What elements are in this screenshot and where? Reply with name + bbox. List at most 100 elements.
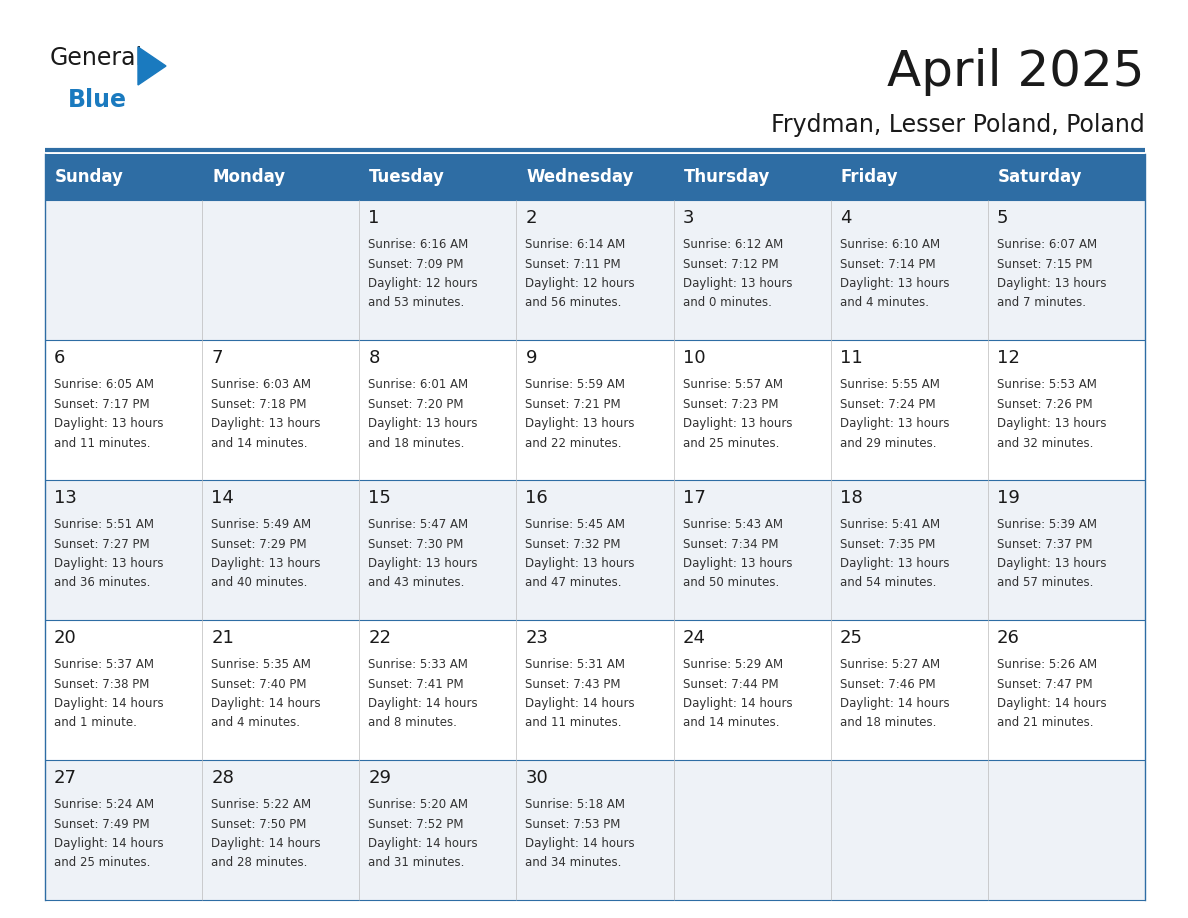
Text: Friday: Friday xyxy=(841,168,898,186)
Bar xyxy=(830,154,988,200)
Text: and 18 minutes.: and 18 minutes. xyxy=(368,436,465,450)
Text: Sunrise: 5:29 AM: Sunrise: 5:29 AM xyxy=(683,658,783,671)
Text: Sunrise: 5:37 AM: Sunrise: 5:37 AM xyxy=(53,658,154,671)
Text: Sunset: 7:32 PM: Sunset: 7:32 PM xyxy=(525,538,621,551)
Text: Sunset: 7:49 PM: Sunset: 7:49 PM xyxy=(53,818,150,831)
Text: Sunrise: 5:31 AM: Sunrise: 5:31 AM xyxy=(525,658,625,671)
Text: 11: 11 xyxy=(840,349,862,367)
Bar xyxy=(45,340,1145,480)
Text: Sunset: 7:40 PM: Sunset: 7:40 PM xyxy=(211,677,307,690)
Text: 21: 21 xyxy=(211,629,234,647)
Text: and 7 minutes.: and 7 minutes. xyxy=(997,297,1086,309)
Bar xyxy=(517,154,674,200)
Text: Sunrise: 5:57 AM: Sunrise: 5:57 AM xyxy=(683,378,783,391)
Text: Daylight: 13 hours: Daylight: 13 hours xyxy=(683,277,792,290)
Text: Daylight: 12 hours: Daylight: 12 hours xyxy=(368,277,478,290)
Bar xyxy=(674,154,830,200)
Text: Sunset: 7:17 PM: Sunset: 7:17 PM xyxy=(53,397,150,410)
Text: and 56 minutes.: and 56 minutes. xyxy=(525,297,621,309)
Text: Sunset: 7:44 PM: Sunset: 7:44 PM xyxy=(683,677,778,690)
Text: Sunset: 7:46 PM: Sunset: 7:46 PM xyxy=(840,677,935,690)
Text: 24: 24 xyxy=(683,629,706,647)
Text: Sunrise: 6:14 AM: Sunrise: 6:14 AM xyxy=(525,238,626,251)
Text: Daylight: 14 hours: Daylight: 14 hours xyxy=(525,837,636,850)
Text: and 54 minutes.: and 54 minutes. xyxy=(840,577,936,589)
Text: Daylight: 13 hours: Daylight: 13 hours xyxy=(211,417,321,430)
Text: Daylight: 13 hours: Daylight: 13 hours xyxy=(683,557,792,570)
Text: Sunday: Sunday xyxy=(55,168,124,186)
Text: Daylight: 14 hours: Daylight: 14 hours xyxy=(53,837,164,850)
Text: 15: 15 xyxy=(368,489,391,507)
Text: Sunset: 7:15 PM: Sunset: 7:15 PM xyxy=(997,258,1092,271)
Text: Sunset: 7:20 PM: Sunset: 7:20 PM xyxy=(368,397,463,410)
Text: Daylight: 14 hours: Daylight: 14 hours xyxy=(997,697,1106,710)
Text: Sunrise: 6:05 AM: Sunrise: 6:05 AM xyxy=(53,378,154,391)
Text: Sunrise: 6:07 AM: Sunrise: 6:07 AM xyxy=(997,238,1097,251)
Text: 3: 3 xyxy=(683,209,694,227)
Text: and 11 minutes.: and 11 minutes. xyxy=(525,717,623,730)
Text: and 29 minutes.: and 29 minutes. xyxy=(840,436,936,450)
Text: 2: 2 xyxy=(525,209,537,227)
Text: Daylight: 13 hours: Daylight: 13 hours xyxy=(840,557,949,570)
Text: Sunset: 7:52 PM: Sunset: 7:52 PM xyxy=(368,818,463,831)
Bar xyxy=(45,760,1145,900)
Text: Sunset: 7:29 PM: Sunset: 7:29 PM xyxy=(211,538,307,551)
Text: and 14 minutes.: and 14 minutes. xyxy=(211,436,308,450)
Text: and 43 minutes.: and 43 minutes. xyxy=(368,577,465,589)
Text: 19: 19 xyxy=(997,489,1019,507)
Bar xyxy=(45,200,1145,340)
Text: Wednesday: Wednesday xyxy=(526,168,634,186)
Text: Sunrise: 6:01 AM: Sunrise: 6:01 AM xyxy=(368,378,468,391)
Text: 28: 28 xyxy=(211,769,234,787)
Text: Daylight: 14 hours: Daylight: 14 hours xyxy=(53,697,164,710)
Text: Sunset: 7:23 PM: Sunset: 7:23 PM xyxy=(683,397,778,410)
Text: Daylight: 13 hours: Daylight: 13 hours xyxy=(840,417,949,430)
Text: and 14 minutes.: and 14 minutes. xyxy=(683,717,779,730)
Text: and 25 minutes.: and 25 minutes. xyxy=(53,856,151,869)
Text: and 4 minutes.: and 4 minutes. xyxy=(840,297,929,309)
Text: General: General xyxy=(50,46,143,70)
Text: Sunset: 7:43 PM: Sunset: 7:43 PM xyxy=(525,677,621,690)
Text: Daylight: 13 hours: Daylight: 13 hours xyxy=(997,557,1106,570)
Text: and 18 minutes.: and 18 minutes. xyxy=(840,717,936,730)
Text: Saturday: Saturday xyxy=(998,168,1082,186)
Bar xyxy=(359,154,517,200)
Text: Daylight: 13 hours: Daylight: 13 hours xyxy=(525,557,634,570)
Text: and 28 minutes.: and 28 minutes. xyxy=(211,856,308,869)
Text: Sunset: 7:47 PM: Sunset: 7:47 PM xyxy=(997,677,1093,690)
Text: Sunrise: 5:45 AM: Sunrise: 5:45 AM xyxy=(525,518,625,531)
Text: Sunset: 7:50 PM: Sunset: 7:50 PM xyxy=(211,818,307,831)
Text: and 31 minutes.: and 31 minutes. xyxy=(368,856,465,869)
Text: 16: 16 xyxy=(525,489,548,507)
Text: and 8 minutes.: and 8 minutes. xyxy=(368,717,457,730)
Text: Sunset: 7:37 PM: Sunset: 7:37 PM xyxy=(997,538,1092,551)
Text: 27: 27 xyxy=(53,769,77,787)
Text: and 0 minutes.: and 0 minutes. xyxy=(683,297,771,309)
Text: Daylight: 14 hours: Daylight: 14 hours xyxy=(525,697,636,710)
Text: Daylight: 13 hours: Daylight: 13 hours xyxy=(368,557,478,570)
Text: Sunset: 7:12 PM: Sunset: 7:12 PM xyxy=(683,258,778,271)
Text: and 25 minutes.: and 25 minutes. xyxy=(683,436,779,450)
Text: Sunrise: 5:53 AM: Sunrise: 5:53 AM xyxy=(997,378,1097,391)
Text: and 4 minutes.: and 4 minutes. xyxy=(211,717,301,730)
Text: 18: 18 xyxy=(840,489,862,507)
Bar xyxy=(45,154,202,200)
Text: Sunrise: 5:24 AM: Sunrise: 5:24 AM xyxy=(53,798,154,811)
Text: Sunrise: 5:20 AM: Sunrise: 5:20 AM xyxy=(368,798,468,811)
Text: and 34 minutes.: and 34 minutes. xyxy=(525,856,621,869)
Text: and 53 minutes.: and 53 minutes. xyxy=(368,297,465,309)
Text: Daylight: 13 hours: Daylight: 13 hours xyxy=(368,417,478,430)
Text: Monday: Monday xyxy=(213,168,285,186)
Text: Sunset: 7:27 PM: Sunset: 7:27 PM xyxy=(53,538,150,551)
Text: Daylight: 14 hours: Daylight: 14 hours xyxy=(840,697,949,710)
Text: 5: 5 xyxy=(997,209,1009,227)
Text: and 50 minutes.: and 50 minutes. xyxy=(683,577,779,589)
Polygon shape xyxy=(138,47,166,85)
Text: 25: 25 xyxy=(840,629,862,647)
Text: 1: 1 xyxy=(368,209,380,227)
Text: Sunset: 7:34 PM: Sunset: 7:34 PM xyxy=(683,538,778,551)
Text: Sunrise: 5:41 AM: Sunrise: 5:41 AM xyxy=(840,518,940,531)
Text: Sunset: 7:14 PM: Sunset: 7:14 PM xyxy=(840,258,935,271)
Text: 4: 4 xyxy=(840,209,852,227)
Text: 8: 8 xyxy=(368,349,380,367)
